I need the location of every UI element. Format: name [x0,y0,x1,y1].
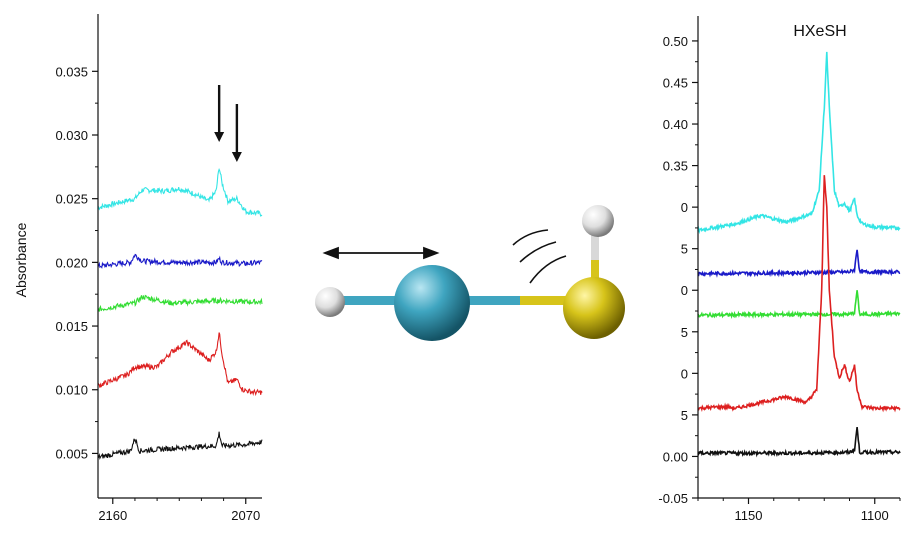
bond-s-h-yellow [591,258,599,288]
bond-h-xe [335,296,405,305]
series-line-0 [697,51,901,235]
bond-s-h-white [591,234,599,260]
stretch-arrow [322,246,440,260]
peak-arrow-head [214,132,225,142]
y-tick-label: 0.010 [55,383,88,398]
y-tick-label: 0.025 [55,192,88,207]
left-axes: 0.005 0.010 0.015 0.020 0.025 0.030 0.035 2160 2… [55,14,262,523]
right-chart-title: HXeSH [793,23,846,40]
series-line-3 [97,332,263,397]
y-tick-label: 0 [681,283,688,298]
x-tick-label: 2160 [98,508,127,523]
series-line-1 [697,249,901,278]
series-line-2 [97,294,263,312]
series-line-3 [697,175,901,413]
y-tick-label: 0.35 [663,159,688,174]
bond-xe-s-blue [460,296,520,305]
y-tick-label: 0.030 [55,128,88,143]
atom-s [563,277,625,339]
y-tick-label: 0 [681,200,688,215]
y-tick-label: 0.005 [55,446,88,461]
atom-h-left [315,287,345,317]
right-series-group [697,51,901,458]
series-line-1 [97,253,263,269]
y-tick-label: 0.020 [55,255,88,270]
y-tick-label: 0.50 [663,34,688,49]
series-line-0 [97,168,263,217]
atom-xe [394,265,470,341]
x-tick-label: 1150 [735,508,763,523]
left-series-group [97,168,263,460]
peak-arrow-head [231,152,242,162]
x-tick-label: 2070 [231,508,260,523]
series-line-2 [697,290,901,320]
left-arrows [214,85,242,162]
series-line-4 [97,431,263,460]
y-tick-label: 5 [681,325,688,340]
y-tick-label: 0.035 [55,64,88,79]
y-tick-label: 0.40 [663,117,688,132]
left-y-axis-label: Absorbance [13,222,29,297]
atom-h-top [582,205,614,237]
bending-arcs [512,229,567,284]
y-tick-label: 5 [681,242,688,257]
y-tick-label: 0 [681,366,688,381]
right-axes: -0.05 0.00 5 0 5 0 5 0 0.35 0.40 0.45 0.50 1150 1100 [658,16,901,523]
hxesh-molecule [315,205,625,341]
y-tick-label: -0.05 [658,491,688,506]
bond-xe-s-yellow [520,296,575,305]
x-tick-label: 1100 [861,508,889,523]
y-tick-label: 0.015 [55,319,88,334]
left-spectrum-panel: 0.005 0.010 0.015 0.020 0.025 0.030 0.035 2160 2… [13,14,263,523]
y-tick-label: 0.00 [663,449,688,464]
series-line-4 [697,427,901,458]
y-tick-label: 5 [681,408,688,423]
y-tick-label: 0.45 [663,75,688,90]
